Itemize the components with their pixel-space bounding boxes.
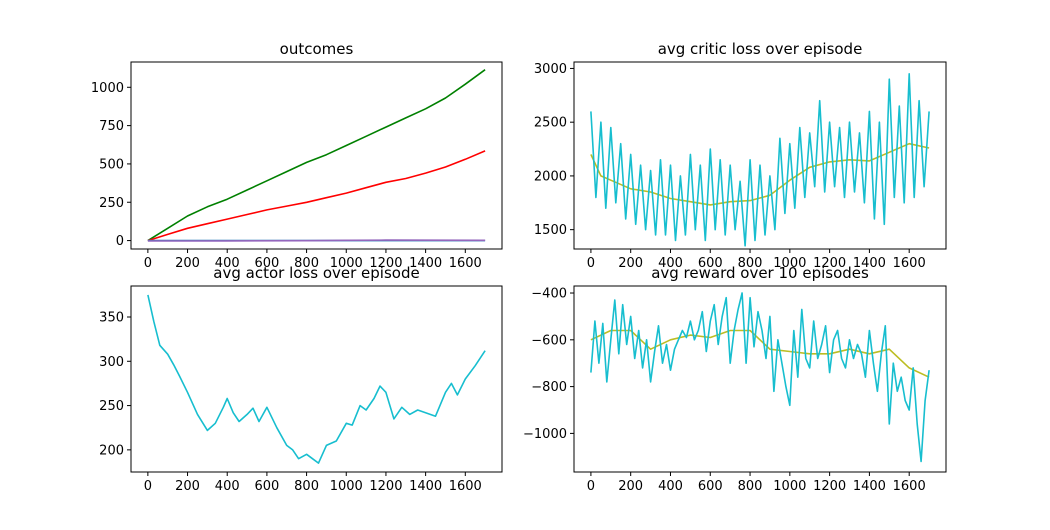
chart-1: 0 200 400 600 800 1000 1200 1400 1600 0 250 500 750 1… xyxy=(91,40,503,271)
x-tick-label: 1400 xyxy=(853,256,886,271)
x-tick-label: 1600 xyxy=(449,479,482,494)
x-tick-label: 800 xyxy=(738,256,763,271)
chart-title: avg reward over 10 episodes xyxy=(651,264,869,282)
chart-title: avg critic loss over episode xyxy=(658,40,863,58)
series-line-4 xyxy=(147,239,486,242)
chart-2: 0 200 400 600 800 1000 1200 1400 1600 1500 2000 250… xyxy=(534,40,947,271)
x-tick-label: 0 xyxy=(144,256,152,271)
chart-4: 0 200 400 600 800 1000 1200 1400 1600 −400 −600 −80… xyxy=(523,264,947,494)
x-tick-label: 1600 xyxy=(449,256,482,271)
chart-3: 0 200 400 600 800 1000 1200 1400 1600 200 250 300 35… xyxy=(99,264,503,494)
x-tick-label: 400 xyxy=(215,256,240,271)
y-tick-label: 500 xyxy=(99,157,124,172)
chart-title: outcomes xyxy=(280,40,354,58)
x-tick-label: 0 xyxy=(587,256,595,271)
y-tick-label: 2000 xyxy=(534,169,567,184)
plot-frame xyxy=(573,61,947,250)
chart-title: avg actor loss over episode xyxy=(213,264,419,282)
y-tick-label: 1000 xyxy=(91,81,124,96)
x-tick-label: 1000 xyxy=(330,479,363,494)
x-tick-label: 1000 xyxy=(330,256,363,271)
x-tick-label: 1400 xyxy=(409,479,442,494)
y-tick-label: 350 xyxy=(99,311,124,326)
x-tick-label: 800 xyxy=(294,256,319,271)
x-tick-label: 800 xyxy=(738,479,763,494)
x-tick-label: 600 xyxy=(254,479,279,494)
y-tick-label: 2500 xyxy=(534,116,567,131)
x-tick-label: 200 xyxy=(175,256,200,271)
y-tick-label: 300 xyxy=(99,355,124,370)
y-tick-label: 3000 xyxy=(534,62,567,77)
series-line-1 xyxy=(147,294,486,464)
y-tick-label: −1000 xyxy=(523,427,567,442)
x-tick-label: 1200 xyxy=(369,479,402,494)
series-line-1 xyxy=(147,69,486,242)
x-tick-label: 0 xyxy=(144,479,152,494)
x-tick-label: 400 xyxy=(658,256,683,271)
x-tick-label: 1200 xyxy=(369,256,402,271)
x-tick-label: 600 xyxy=(698,479,723,494)
x-tick-label: 1600 xyxy=(893,479,926,494)
x-tick-label: 200 xyxy=(175,479,200,494)
series-line-2 xyxy=(590,292,930,463)
x-tick-label: 0 xyxy=(587,479,595,494)
y-tick-label: 0 xyxy=(116,234,124,249)
x-tick-label: 800 xyxy=(294,479,319,494)
x-tick-label: 1400 xyxy=(409,256,442,271)
y-tick-label: 200 xyxy=(99,443,124,458)
y-tick-label: 250 xyxy=(99,196,124,211)
x-tick-label: 1600 xyxy=(893,256,926,271)
x-tick-label: 1000 xyxy=(773,256,806,271)
y-tick-label: −400 xyxy=(531,287,567,302)
x-tick-label: 400 xyxy=(215,479,240,494)
x-tick-label: 1200 xyxy=(813,479,846,494)
x-tick-label: 200 xyxy=(618,479,643,494)
x-tick-label: 1000 xyxy=(773,479,806,494)
y-tick-label: 1500 xyxy=(534,223,567,238)
series-line-2 xyxy=(590,73,930,247)
x-tick-label: 600 xyxy=(698,256,723,271)
y-tick-label: 250 xyxy=(99,399,124,414)
y-tick-label: −800 xyxy=(531,380,567,395)
series-line-2 xyxy=(147,150,486,242)
y-tick-label: −600 xyxy=(531,333,567,348)
x-tick-label: 400 xyxy=(658,479,683,494)
series-line-1 xyxy=(590,142,930,206)
x-tick-label: 200 xyxy=(618,256,643,271)
y-tick-label: 750 xyxy=(99,119,124,134)
x-tick-label: 1400 xyxy=(853,479,886,494)
x-tick-label: 600 xyxy=(254,256,279,271)
plot-frame xyxy=(573,285,947,473)
plot-frame xyxy=(130,285,503,473)
plot-frame xyxy=(130,61,503,250)
x-tick-label: 1200 xyxy=(813,256,846,271)
